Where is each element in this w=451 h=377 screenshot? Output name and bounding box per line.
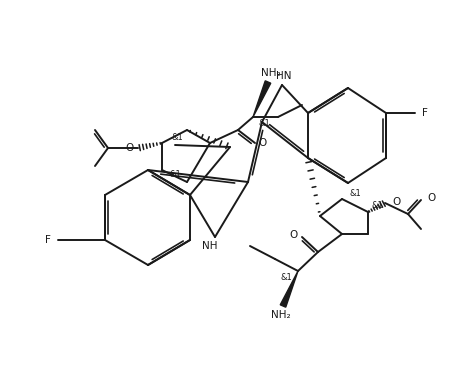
Text: F: F [45,235,51,245]
Text: &1: &1 [258,120,270,129]
Text: O: O [391,197,400,207]
Text: O: O [426,193,434,203]
Text: &1: &1 [170,170,181,179]
Text: &1: &1 [349,190,361,199]
Polygon shape [280,271,297,307]
Text: O: O [289,230,298,240]
Text: NH₂: NH₂ [261,68,280,78]
Text: HN: HN [276,71,291,81]
Text: NH₂: NH₂ [271,310,290,320]
Text: &1: &1 [280,273,291,282]
Polygon shape [253,81,270,117]
Text: O: O [125,143,134,153]
Text: &1: &1 [172,133,184,143]
Text: F: F [421,108,427,118]
Text: NH: NH [202,241,217,251]
Text: O: O [258,138,267,148]
Text: &1: &1 [371,201,383,210]
